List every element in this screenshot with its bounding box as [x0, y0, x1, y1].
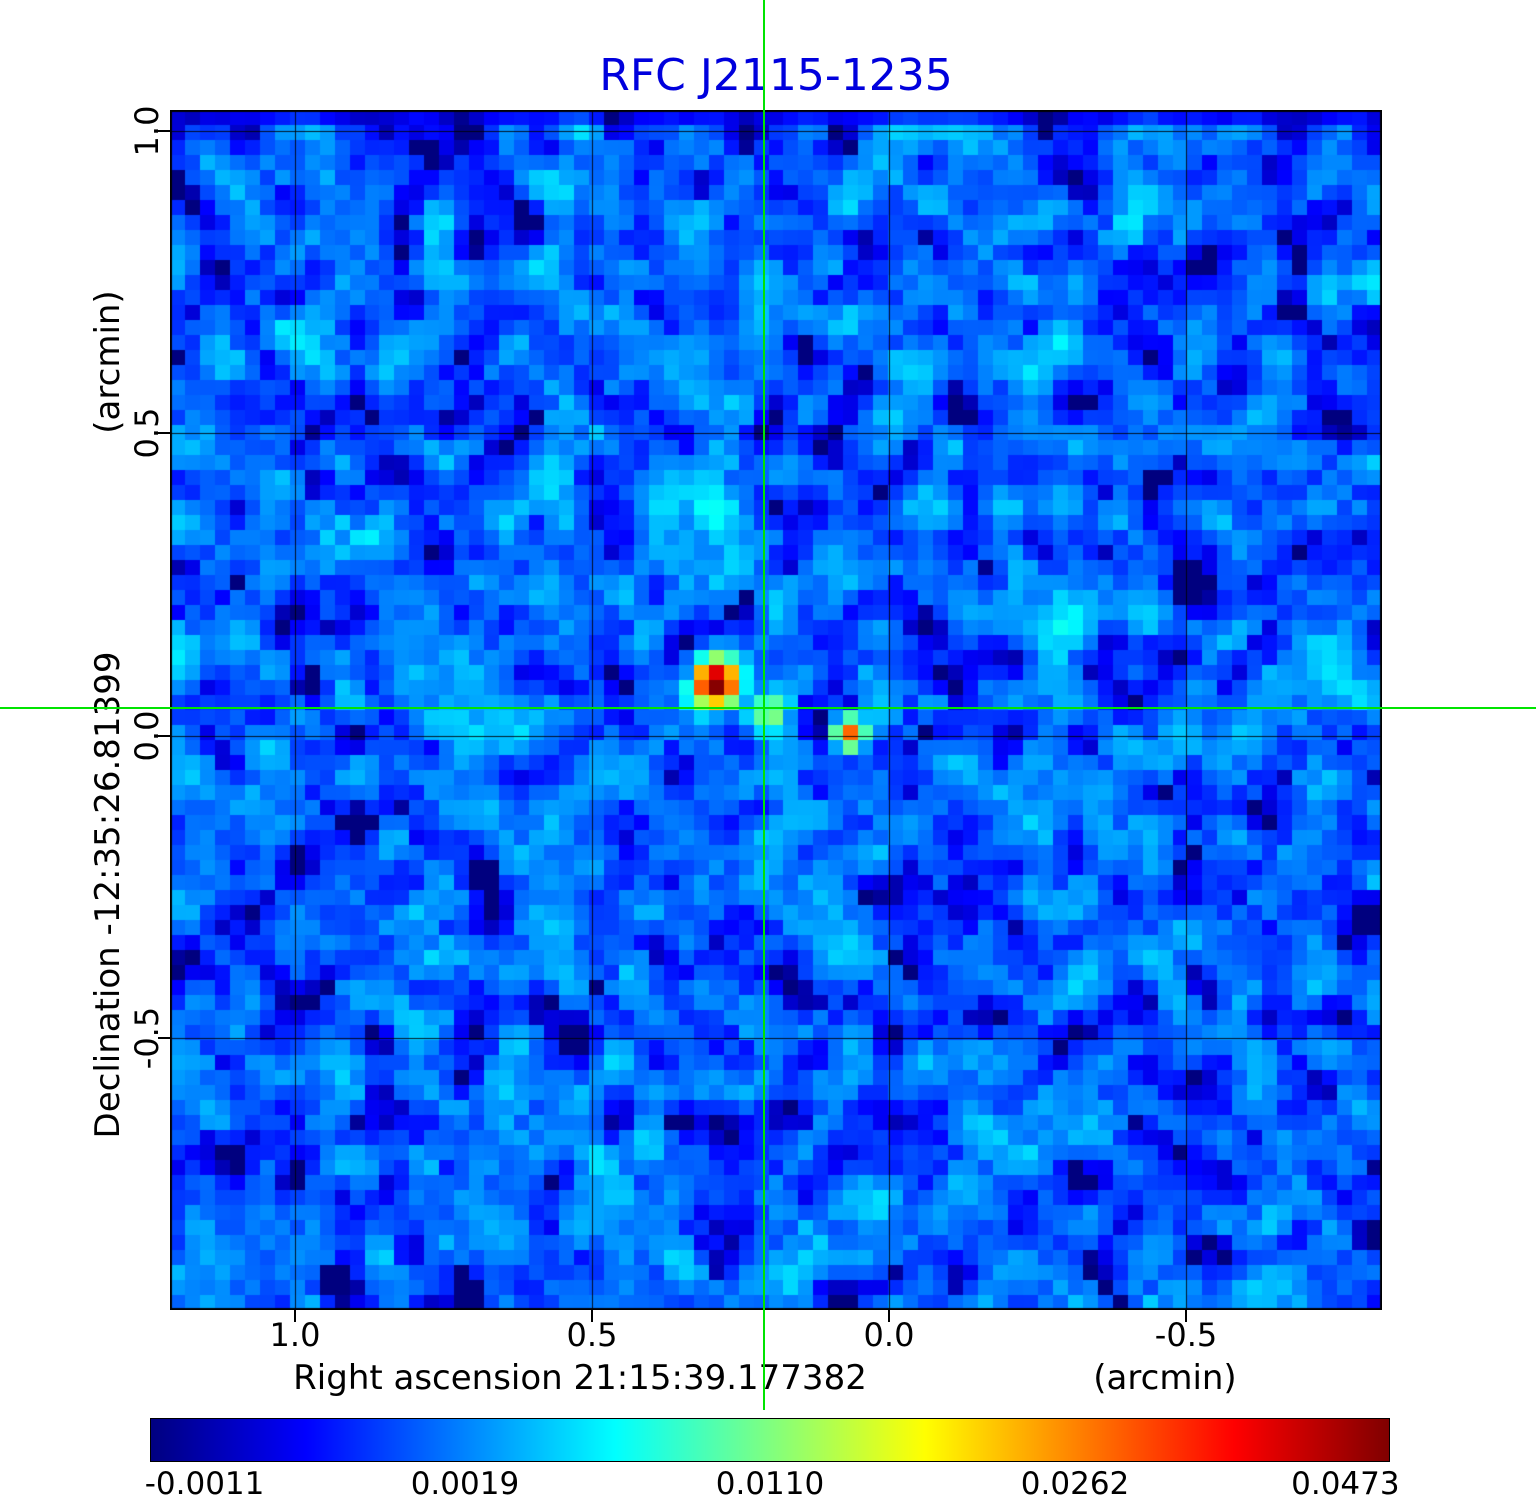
colorbar-tick-label: -0.0011 [144, 1466, 265, 1502]
x-axis-unit-label: (arcmin) [1093, 1358, 1237, 1398]
x-axis-tick [1184, 1310, 1187, 1322]
y-axis-unit-label: (arcmin) [88, 290, 128, 434]
sky-map-canvas [170, 110, 1382, 1310]
x-axis-tick [887, 1310, 890, 1322]
y-axis-tick [158, 130, 170, 133]
x-axis-label: Right ascension 21:15:39.177382 [293, 1358, 867, 1398]
x-tick-label: 0.0 [863, 1316, 915, 1354]
x-axis-tick [590, 1310, 593, 1322]
x-tick-label: 0.5 [566, 1316, 618, 1354]
y-axis-tick [158, 1036, 170, 1039]
colorbar-tick-label: 0.0262 [1020, 1466, 1130, 1502]
chart-title: RFC J2115-1235 [599, 50, 953, 101]
y-axis-label: Declination -12:35:26.81399 [88, 651, 128, 1139]
colorbar-tick-label: 0.0110 [715, 1466, 825, 1502]
x-tick-label: -0.5 [1154, 1316, 1218, 1354]
colorbar-tick-label: 0.0019 [410, 1466, 520, 1502]
x-tick-label: 1.0 [269, 1316, 321, 1354]
colorbar-labels: -0.0011 0.0019 0.0110 0.0262 0.0473 [145, 1466, 1400, 1506]
colorbar-tick-label: 0.0473 [1291, 1466, 1400, 1502]
y-axis-tick [158, 734, 170, 737]
y-axis-tick [158, 432, 170, 435]
x-axis-tick [293, 1310, 296, 1322]
colorbar [150, 1418, 1390, 1462]
